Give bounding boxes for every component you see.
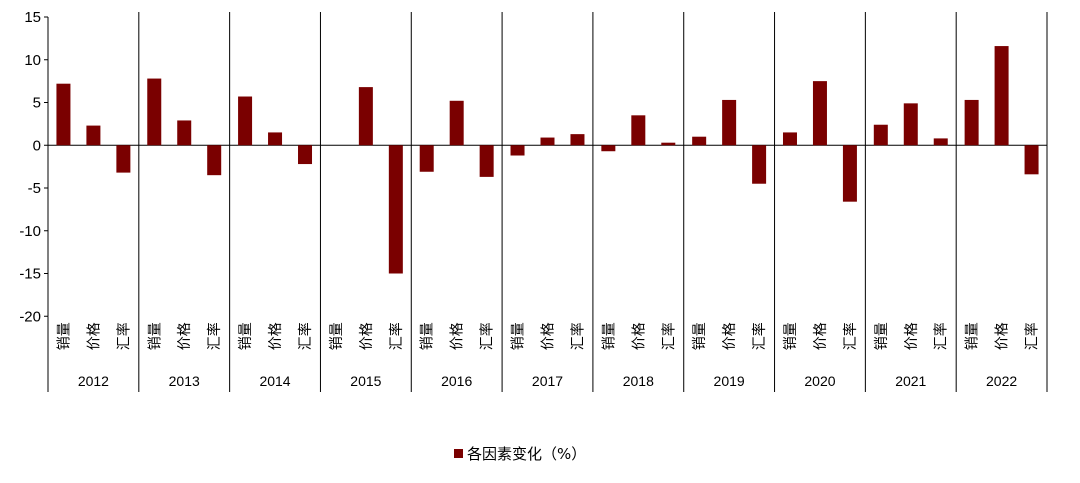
bar-2021-销量 (873, 124, 888, 146)
year-label-2021: 2021 (895, 373, 926, 389)
bar-2017-销量 (510, 145, 525, 156)
category-label: 销量 (874, 322, 890, 350)
category-label: 汇率 (297, 322, 314, 350)
y-tick-label: 15 (24, 9, 41, 26)
category-label: 汇率 (842, 322, 859, 350)
bar-2012-汇率 (116, 145, 131, 173)
bar-2021-汇率 (933, 138, 948, 146)
category-label: 价格 (359, 322, 375, 350)
bar-2022-价格 (994, 46, 1009, 146)
bar-2019-汇率 (752, 145, 767, 184)
y-tick-label: 5 (33, 95, 41, 112)
bar-2019-销量 (692, 136, 707, 146)
bar-2020-价格 (812, 81, 827, 146)
bar-2014-汇率 (298, 145, 313, 165)
y-tick-label: -5 (28, 180, 41, 197)
bar-2012-价格 (86, 125, 101, 146)
category-label: 销量 (238, 322, 254, 350)
year-label-2019: 2019 (714, 373, 745, 389)
category-label: 销量 (420, 322, 436, 350)
category-label: 价格 (268, 322, 284, 350)
bars (56, 46, 1039, 274)
category-label: 销量 (329, 322, 345, 350)
bar-2022-汇率 (1024, 145, 1039, 175)
bar-2018-汇率 (661, 142, 676, 146)
year-label-2013: 2013 (169, 373, 200, 389)
bar-2016-销量 (419, 145, 434, 172)
year-label-2018: 2018 (623, 373, 654, 389)
year-label-2022: 2022 (986, 373, 1017, 389)
bar-2014-价格 (268, 132, 283, 146)
y-tick-label: -10 (19, 223, 41, 240)
category-label: 销量 (965, 322, 981, 350)
category-label: 销量 (692, 322, 708, 350)
bar-2016-价格 (449, 100, 464, 146)
category-label: 销量 (601, 322, 617, 350)
legend-swatch (454, 449, 463, 458)
year-label-2012: 2012 (78, 373, 109, 389)
category-label: 汇率 (933, 322, 950, 350)
bar-2013-销量 (147, 78, 162, 146)
category-label: 价格 (631, 322, 647, 350)
year-label-2017: 2017 (532, 373, 563, 389)
year-label-2015: 2015 (350, 373, 381, 389)
bar-2013-价格 (177, 120, 192, 146)
bar-2016-汇率 (479, 145, 494, 177)
category-label: 价格 (995, 322, 1011, 350)
y-axis: 15 10 5 0 -5 -10 -15 -20 (19, 9, 1047, 325)
bar-2019-价格 (722, 99, 737, 146)
category-label: 价格 (904, 322, 920, 350)
y-tick-label: 0 (33, 137, 41, 154)
category-label: 汇率 (206, 322, 223, 350)
year-label-2020: 2020 (804, 373, 835, 389)
year-label-2016: 2016 (441, 373, 472, 389)
category-label: 价格 (86, 322, 102, 350)
bar-2020-销量 (782, 132, 797, 146)
bar-2012-销量 (56, 83, 71, 146)
category-label: 汇率 (479, 322, 496, 350)
year-label-2014: 2014 (259, 373, 290, 389)
bar-2017-价格 (540, 137, 555, 146)
category-label: 销量 (147, 322, 163, 350)
bar-2022-销量 (964, 99, 979, 146)
bar-2013-汇率 (207, 145, 222, 176)
category-label: 汇率 (115, 322, 132, 350)
category-label: 价格 (541, 322, 557, 350)
y-tick-label: -20 (19, 308, 41, 325)
category-label: 价格 (177, 322, 193, 350)
bar-2018-销量 (601, 145, 616, 152)
bar-2017-汇率 (570, 134, 585, 146)
category-label: 销量 (783, 322, 799, 350)
category-label: 价格 (722, 322, 738, 350)
category-label: 汇率 (569, 322, 586, 350)
category-label: 销量 (511, 322, 527, 350)
bar-2015-汇率 (388, 145, 403, 274)
legend-label: 各因素变化（%） (467, 445, 587, 463)
bar-2020-汇率 (842, 145, 857, 202)
category-label: 汇率 (1024, 322, 1041, 350)
category-label: 价格 (813, 322, 829, 350)
bar-2018-价格 (631, 115, 646, 146)
bar-2014-销量 (238, 96, 253, 146)
legend: 各因素变化（%） (454, 443, 586, 464)
category-label: 销量 (56, 322, 72, 350)
bar-2021-价格 (903, 103, 918, 146)
category-label: 汇率 (751, 322, 768, 350)
bar-2015-价格 (358, 87, 373, 146)
category-label: 汇率 (388, 322, 405, 350)
y-tick-label: -15 (19, 266, 41, 283)
category-label: 价格 (450, 322, 466, 350)
y-tick-label: 10 (24, 52, 41, 69)
category-label: 汇率 (660, 322, 677, 350)
